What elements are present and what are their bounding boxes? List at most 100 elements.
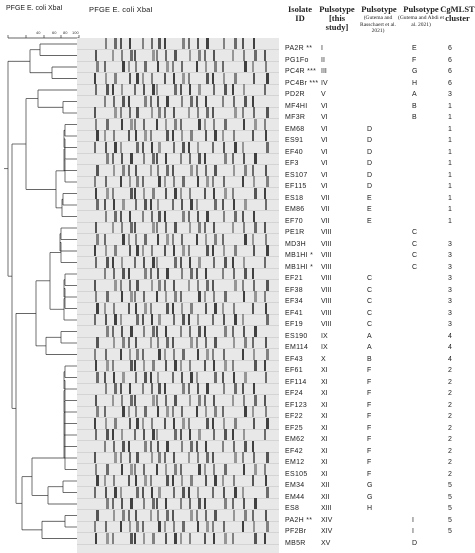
gel-band [252, 302, 254, 314]
gel-band [242, 176, 244, 187]
gel-band [166, 509, 170, 521]
pulsotype-gutema-rasschaert: D [367, 137, 373, 144]
gel-band [190, 302, 194, 314]
cgmlst-cluster: 2 [448, 367, 452, 374]
gel-band [266, 245, 270, 256]
isolate-row: EF123 XI F 2 [285, 400, 475, 412]
gel-band [150, 509, 152, 521]
gel-band [104, 475, 106, 486]
pulsotype-gutema-rasschaert: F [367, 459, 372, 466]
isolate-row: EF40 VI D 1 [285, 147, 475, 159]
gel-band [266, 314, 270, 325]
gel-band [182, 383, 186, 394]
gel-band [224, 429, 228, 440]
gel-band [112, 222, 114, 233]
gel-band [95, 291, 98, 302]
isolate-row: MB1HI * VIII C 3 [285, 262, 475, 274]
gel-band [96, 130, 100, 141]
gel-band [165, 291, 168, 302]
gel-band [113, 268, 116, 279]
gel-band [158, 279, 162, 291]
gel-band [265, 475, 268, 486]
gel-band [130, 498, 134, 509]
gel-band [204, 463, 206, 475]
gel-band [264, 256, 266, 268]
gel-band [204, 222, 206, 233]
gel-band [104, 95, 106, 107]
gel-band [234, 245, 238, 256]
gel-band [121, 256, 124, 268]
gel-band [165, 325, 168, 337]
gel-band [158, 486, 162, 498]
gel-band [94, 314, 96, 325]
gel-band [233, 268, 236, 279]
gel-band [222, 440, 224, 452]
gel-band [232, 532, 234, 544]
gel-band [197, 176, 200, 187]
gel-band [134, 394, 136, 406]
pulsotype-this-study: XIV [321, 516, 333, 524]
isolate-id: EM34 [285, 482, 305, 489]
gel-band [181, 475, 184, 486]
gel-band [197, 452, 200, 463]
gel-band [174, 360, 178, 371]
gel-band [234, 210, 238, 222]
gel-band [253, 452, 256, 463]
gel-band [212, 279, 214, 291]
gel-band [188, 279, 190, 291]
gel-band [130, 394, 134, 406]
gel-band [143, 360, 146, 371]
gel-band [252, 233, 254, 245]
gel-band [224, 463, 228, 475]
gel-band [214, 130, 218, 141]
gel-band [122, 268, 126, 279]
gel-band [190, 509, 194, 521]
isolate-id: PC4Br *** [285, 79, 319, 87]
gel-band [156, 153, 158, 164]
gel-band [189, 84, 192, 95]
gel-band [166, 268, 170, 279]
gel-band [265, 371, 268, 383]
gel-band [244, 268, 248, 279]
isolate-id: PF2Br [285, 528, 307, 535]
gel-band [204, 118, 206, 130]
gel-band [254, 498, 258, 509]
gel-band [129, 383, 132, 394]
gel-band [266, 521, 270, 532]
gel-band [252, 268, 254, 279]
pulsotype-gutema-rasschaert: D [367, 183, 373, 190]
gel-band [181, 199, 184, 210]
gel-band [232, 325, 234, 337]
pulsotype-this-study: VI [321, 114, 328, 121]
gel-band [214, 406, 218, 417]
gel-band [204, 325, 206, 337]
pulsotype-gutema-abdi: C [412, 229, 418, 236]
isolate-id: EM68 [285, 125, 305, 133]
gel-band [182, 38, 186, 49]
gel-band [222, 475, 224, 486]
gel-band [130, 222, 134, 233]
gel-band [135, 371, 138, 383]
gel-band [233, 164, 236, 176]
pulsotype-gutema-rasschaert: G [367, 493, 373, 501]
cgmlst-cluster: 3 [448, 286, 452, 294]
gel-band [254, 222, 258, 233]
cgmlst-cluster: 1 [448, 125, 452, 133]
gel-band [104, 233, 106, 245]
pulsotype-this-study: XI [321, 447, 328, 455]
gel-band [206, 107, 210, 118]
gel-band [253, 383, 256, 394]
gel-band [189, 222, 192, 233]
pulsotype-gutema-rasschaert: D [367, 125, 373, 133]
gel-band [224, 153, 228, 164]
gel-band [135, 130, 138, 141]
gel-band [188, 107, 190, 118]
gel-band [112, 360, 114, 371]
isolate-id: ES8 [285, 505, 300, 512]
pulsotype-gutema-abdi: F [412, 56, 417, 64]
gel-band [222, 199, 224, 210]
gel-band [206, 452, 210, 463]
gel-band [106, 360, 110, 371]
gel-band [130, 325, 134, 337]
gel-band [213, 256, 216, 268]
